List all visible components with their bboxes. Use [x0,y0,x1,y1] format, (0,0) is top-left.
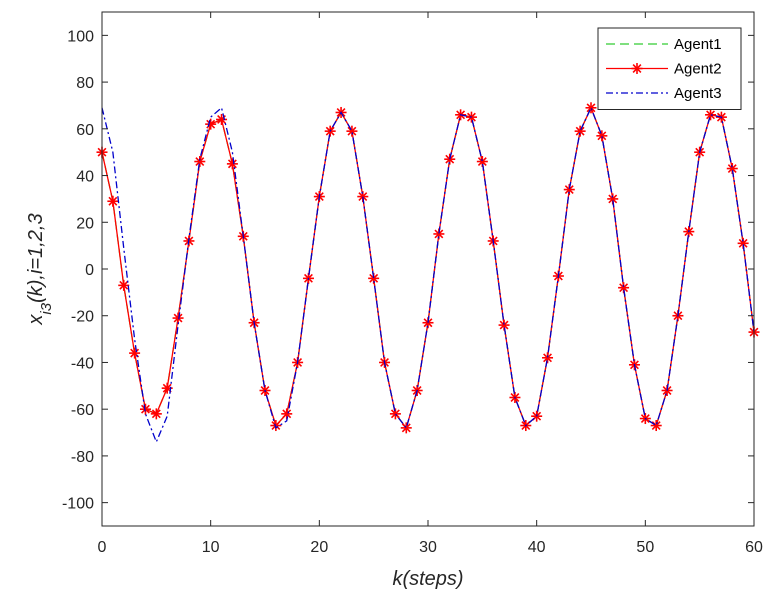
data-point-marker [596,130,608,142]
data-point-marker [118,279,130,291]
x-tick-label: 10 [202,539,220,556]
data-point-marker [346,125,358,137]
ticks-layer: 0 10 20 30 40 50 60 -100 -80 -60 -40 -20 0 20 40 60 80 10… [62,12,763,556]
y-tick-label: 20 [76,215,94,232]
x-tick-label: 0 [98,539,107,556]
data-point-marker [585,102,597,114]
data-point-marker [705,109,717,121]
x-tick-label: 30 [419,539,437,556]
legend-label: Agent1 [674,36,722,53]
y-tick-label: -80 [71,449,94,466]
y-tick-label: -20 [71,309,94,326]
legend-label: Agent3 [674,85,722,102]
data-point-marker [139,403,151,415]
data-point-marker [650,420,662,432]
y-tick-label: 40 [76,169,94,186]
y-axis-label: xi3(k),i=1,2,3 [25,213,55,325]
series-line-agent3 [101,106,755,444]
y-tick-label: 100 [67,28,94,45]
x-axis-label: k(steps) [392,568,463,590]
data-point-marker [150,408,162,420]
legend-item-agent2: Agent2 [606,61,722,78]
data-point-marker [107,195,119,207]
x-tick-label: 40 [528,539,546,556]
x-tick-label: 60 [745,539,763,556]
y-tick-label: -40 [71,355,94,372]
legend: Agent1 Agent2 Agent3 [597,27,742,110]
y-tick-label: -60 [71,402,94,419]
x-tick-label: 20 [310,539,328,556]
legend-item-agent3: Agent3 [606,85,722,102]
data-point-marker [172,312,184,324]
legend-marker [631,63,643,74]
y-tick-label: 80 [76,75,94,92]
y-tick-label: 60 [76,122,94,139]
data-point-marker [726,163,738,175]
legend-label: Agent2 [674,61,722,78]
data-point-marker [542,352,554,364]
data-point-marker [400,422,412,434]
legend-item-agent1: Agent1 [606,36,722,53]
data-point-marker [129,347,141,359]
data-point-marker [226,158,238,170]
data-point-marker [194,156,206,168]
y-tick-label: 0 [85,262,94,279]
data-point-marker [389,408,401,420]
data-point-marker [574,125,586,137]
y-tick-label: -100 [62,496,94,513]
series-agent3 [101,106,755,444]
x-tick-label: 50 [636,539,654,556]
series-layer [96,102,760,444]
data-point-marker [205,118,217,130]
